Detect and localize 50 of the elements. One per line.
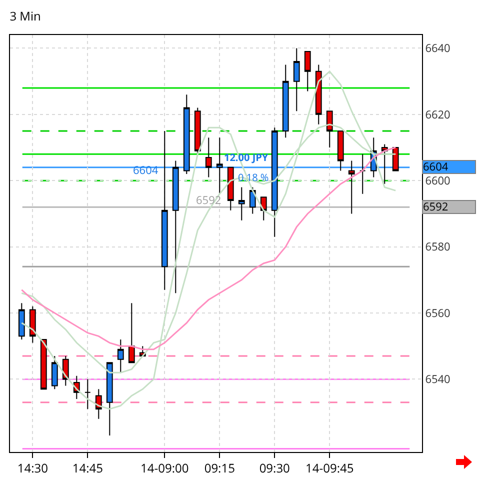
chart-title: 3 Min [10,7,41,24]
candlestick [315,64,322,125]
candlestick [271,127,278,238]
candlestick [205,137,212,178]
candlestick [260,196,267,221]
annotation: 0.18 % [238,170,269,184]
candlestick [95,388,102,420]
candlestick [337,130,344,172]
x-tick-label: 14-09:45 [306,459,354,476]
line-series [20,146,396,350]
ref-line-label: 6592 [423,200,448,214]
candlestick [216,137,223,194]
candlestick [40,338,47,390]
candlestick [381,144,388,184]
annotation: 6592 [196,193,222,208]
candlestick [392,147,399,172]
candlestick [106,362,113,436]
y-tick-label: 6580 [425,240,450,255]
candlestick [293,48,300,112]
candlestick [238,186,245,221]
candlestick [51,356,58,390]
candlestick [282,64,289,138]
candlestick [326,110,333,148]
x-tick-label: 14-09:00 [140,459,189,476]
candlestick [84,378,91,410]
candlestick [348,160,355,214]
line-series [20,70,396,410]
candlestick [227,166,234,211]
candlestick [172,160,179,294]
annotation: 12.00 JPY [224,150,269,164]
candlestick [117,338,124,374]
y-tick-label: 6540 [425,372,450,388]
candlestick [29,306,36,344]
y-tick-label: 6640 [425,41,450,56]
y-tick-label: 6600 [425,173,450,188]
y-tick-label: 6620 [425,107,450,122]
annotation: 6604 [133,163,159,178]
candlestick [18,302,25,340]
candlestick [128,302,135,364]
candlestick [183,94,190,174]
x-tick-label: 14:45 [72,459,104,476]
candlestick [304,51,311,92]
candlestick [249,186,256,214]
candlestick [359,154,366,194]
x-tick-label: 14:30 [17,459,48,476]
y-tick-label: 6560 [425,306,450,321]
x-tick-label: 09:30 [259,459,290,476]
x-tick-label: 09:15 [204,459,236,476]
candlestick [194,107,201,155]
ref-line-label: 6604 [423,160,449,174]
